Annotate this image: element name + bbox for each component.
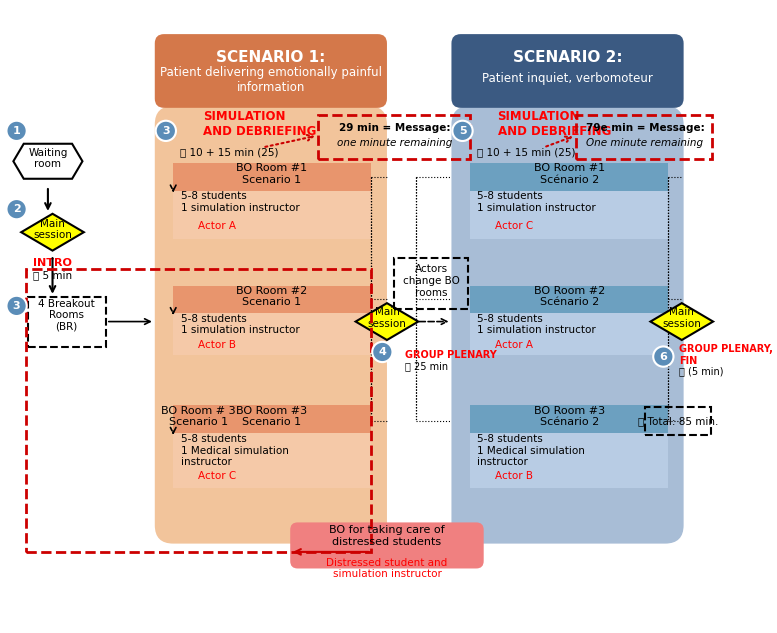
FancyBboxPatch shape [173,191,371,239]
Text: SIMULATION
AND DEBRIEFING: SIMULATION AND DEBRIEFING [203,110,316,139]
Text: INTRO: INTRO [33,258,72,268]
Text: Actor B: Actor B [495,472,533,481]
Text: ⏰ 25 min: ⏰ 25 min [406,361,448,371]
Text: 5-8 students
1 simulation instructor: 5-8 students 1 simulation instructor [180,313,299,335]
Text: One minute remaining: One minute remaining [587,138,703,148]
Text: Actor A: Actor A [198,221,236,231]
Text: 5-8 students
1 Medical simulation
instructor: 5-8 students 1 Medical simulation instru… [180,434,288,467]
FancyBboxPatch shape [173,433,371,488]
Text: Patient inquiet, verbomoteur: Patient inquiet, verbomoteur [482,72,653,85]
Text: SCENARIO 1:: SCENARIO 1: [216,49,326,65]
Text: Actor B: Actor B [198,339,236,349]
Text: BO Room #3
Scenario 1: BO Room #3 Scenario 1 [236,406,308,427]
FancyBboxPatch shape [173,285,371,313]
Text: 1: 1 [12,126,20,136]
Bar [394,258,468,309]
Text: Actor C: Actor C [198,472,236,481]
Polygon shape [21,214,84,251]
Text: 5-8 students
1 simulation instructor: 5-8 students 1 simulation instructor [477,313,596,335]
Text: BO Room #2
Scénario 2: BO Room #2 Scénario 2 [534,286,605,308]
Text: 6: 6 [660,351,667,361]
FancyBboxPatch shape [155,106,387,544]
FancyBboxPatch shape [173,405,371,433]
Circle shape [452,121,472,141]
FancyBboxPatch shape [470,433,668,488]
FancyBboxPatch shape [173,163,371,191]
Text: Waiting
room: Waiting room [28,147,68,169]
Text: 29 min = Message:: 29 min = Message: [339,123,450,133]
FancyBboxPatch shape [451,106,684,544]
Text: 4: 4 [378,347,386,357]
Text: Main
session: Main session [662,307,701,329]
Bar [318,115,470,160]
Bar [28,297,106,348]
Text: 3: 3 [12,301,20,311]
Polygon shape [356,303,418,340]
Text: 5-8 students
1 Medical simulation
instructor: 5-8 students 1 Medical simulation instru… [477,434,585,467]
Text: 5-8 students
1 simulation instructor: 5-8 students 1 simulation instructor [180,191,299,213]
Text: 79e min = Message:: 79e min = Message: [586,123,704,133]
Text: ⏰ Total: 85 min.: ⏰ Total: 85 min. [638,416,718,426]
Text: BO Room #1
Scenario 1: BO Room #1 Scenario 1 [236,163,308,185]
Text: BO Room #3
Scénario 2: BO Room #3 Scénario 2 [534,406,605,427]
Text: 2: 2 [12,204,20,214]
Bar [576,115,713,160]
Text: SCENARIO 2:: SCENARIO 2: [513,49,622,65]
Bar [645,407,711,435]
Text: ⏰ 5 min: ⏰ 5 min [33,270,72,280]
Text: BO Room #2
Scenario 1: BO Room #2 Scenario 1 [236,286,308,308]
FancyBboxPatch shape [155,34,387,108]
Circle shape [372,342,392,362]
Text: 4 Breakout
Rooms
(BR): 4 Breakout Rooms (BR) [38,299,95,332]
Text: SIMULATION
AND DEBRIEFING: SIMULATION AND DEBRIEFING [497,110,611,139]
Circle shape [6,199,26,219]
Text: ⏰ 10 + 15 min (25): ⏰ 10 + 15 min (25) [477,147,576,157]
Text: ⏰ (5 min): ⏰ (5 min) [679,367,723,377]
Text: Main
session: Main session [368,307,406,329]
Text: Actor C: Actor C [495,221,533,231]
FancyBboxPatch shape [470,405,668,433]
Circle shape [155,121,176,141]
Text: one minute remaining: one minute remaining [336,138,452,148]
Text: GROUP PLENARY: GROUP PLENARY [406,350,497,360]
FancyBboxPatch shape [173,313,371,354]
Text: BO Room # 3
Scenario 1: BO Room # 3 Scenario 1 [161,406,235,427]
FancyBboxPatch shape [470,163,668,191]
Text: 5: 5 [458,126,466,136]
Circle shape [6,296,26,316]
Text: BO Room #1
Scénario 2: BO Room #1 Scénario 2 [534,163,605,185]
Text: 3: 3 [162,126,169,136]
Text: Patient delivering emotionally painful
information: Patient delivering emotionally painful i… [160,66,382,94]
Polygon shape [650,303,713,340]
Bar [26,269,371,552]
FancyBboxPatch shape [470,313,668,354]
Text: Actors
change BO
rooms: Actors change BO rooms [402,265,460,298]
Text: ⏰ 10 + 15 min (25): ⏰ 10 + 15 min (25) [179,147,278,157]
Text: GROUP PLENARY,
FIN: GROUP PLENARY, FIN [679,344,773,365]
Circle shape [6,121,26,141]
Text: 5-8 students
1 simulation instructor: 5-8 students 1 simulation instructor [477,191,596,213]
Polygon shape [13,144,82,179]
Text: Distressed student and
simulation instructor: Distressed student and simulation instru… [326,558,448,579]
Text: BO for taking care of
distressed students: BO for taking care of distressed student… [329,525,444,547]
FancyBboxPatch shape [291,522,484,568]
Text: Actor A: Actor A [495,339,533,349]
FancyBboxPatch shape [470,285,668,313]
Text: Main
session: Main session [33,218,72,241]
FancyBboxPatch shape [451,34,684,108]
Circle shape [653,346,674,367]
FancyBboxPatch shape [470,191,668,239]
